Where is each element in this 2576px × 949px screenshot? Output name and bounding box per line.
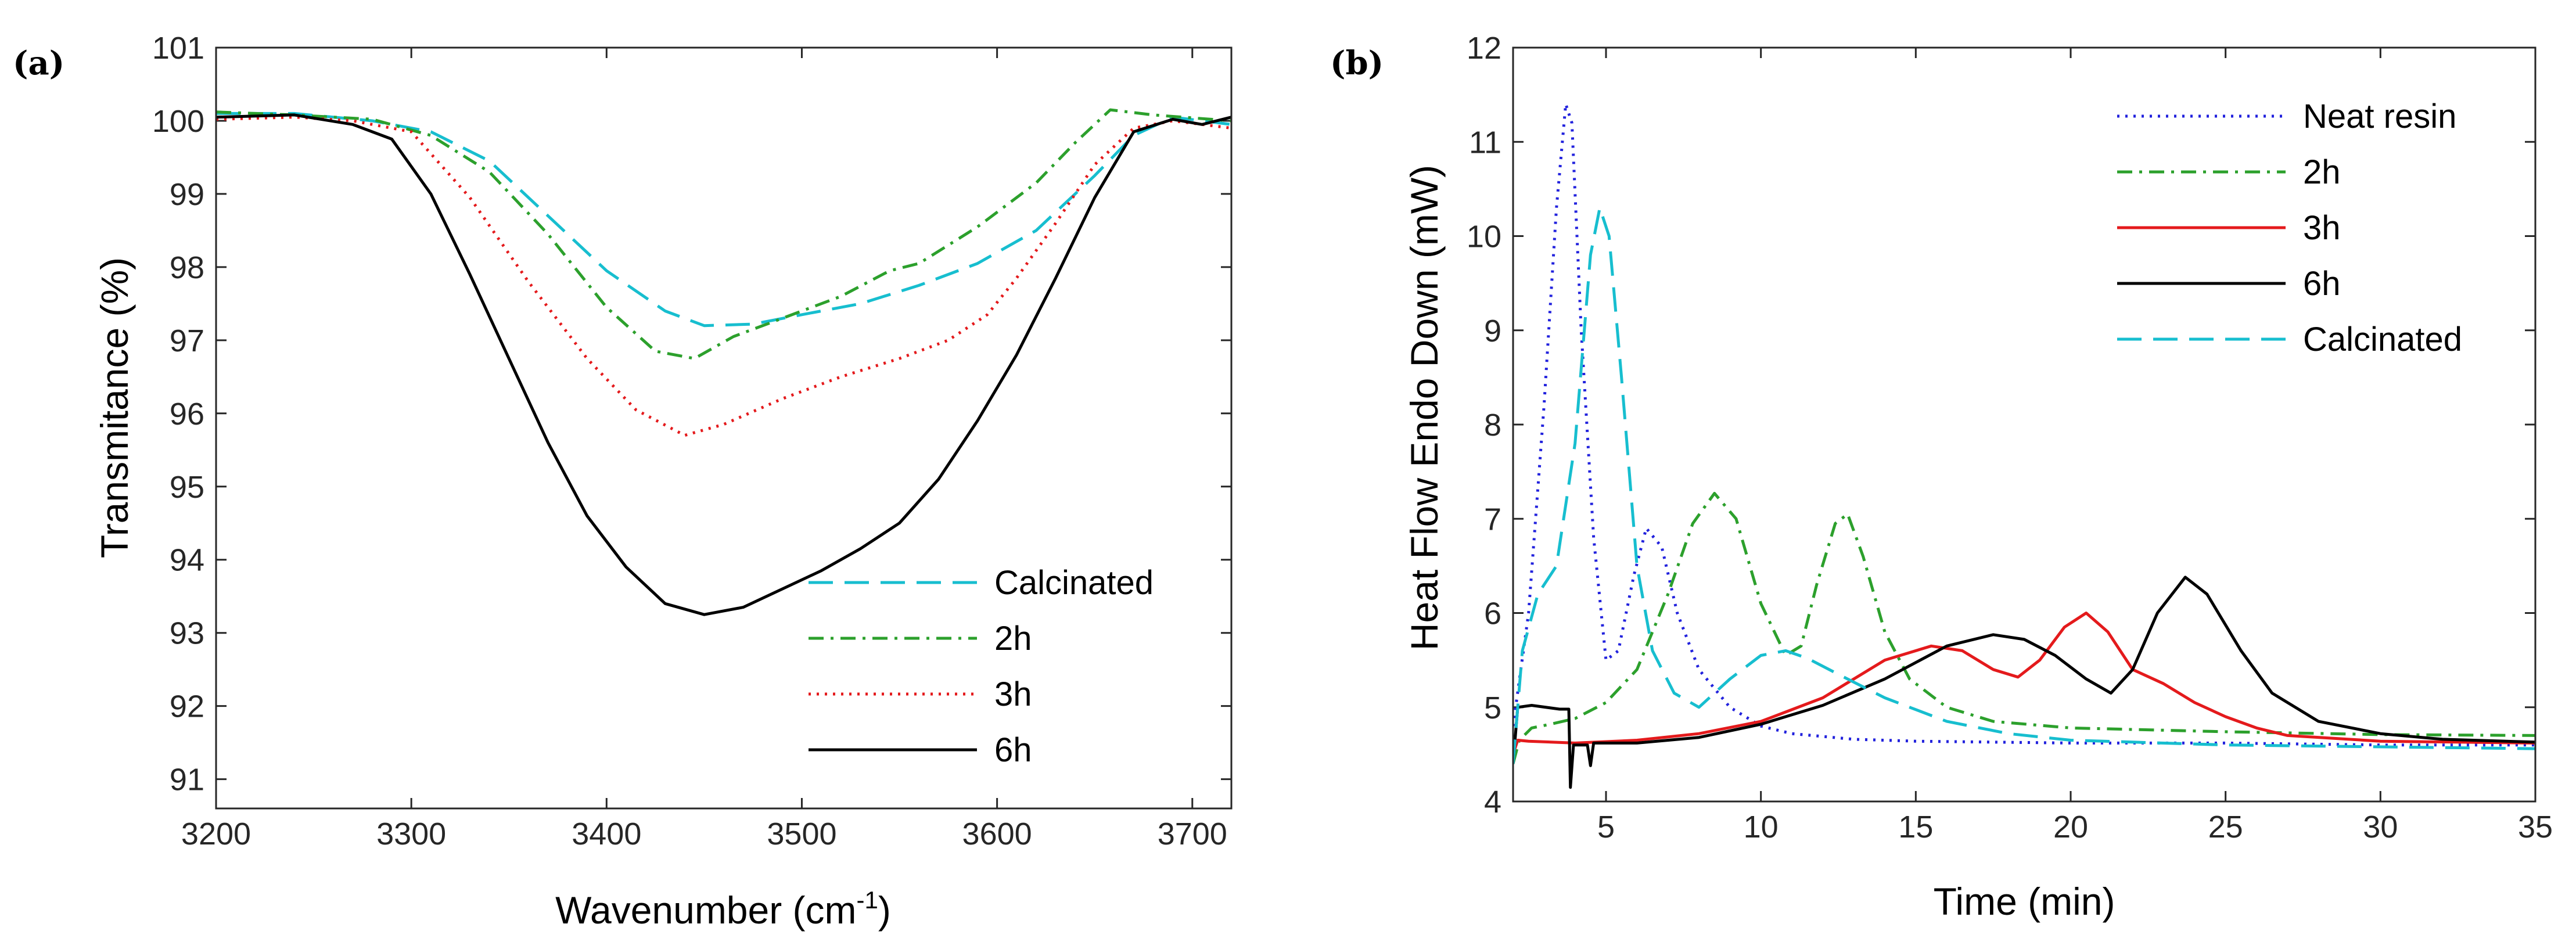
series-line-3h <box>216 116 1231 437</box>
panel-a-ticks: 3200 3300 3400 3500 3600 3700 91 92 93 94 95 96 97 98… <box>152 31 1231 851</box>
panel-a-xlabel-end: ) <box>878 889 891 932</box>
y-tick-label: 98 <box>170 250 204 285</box>
panel-b-axes-box <box>1512 46 2537 803</box>
y-tick-label: 7 <box>1484 502 1501 537</box>
x-tick-label: 10 <box>1744 810 1779 844</box>
series-line-6h <box>1513 576 2535 789</box>
series-line-2h <box>216 108 1231 360</box>
panel-a-series <box>216 108 1231 616</box>
series-line-6h <box>216 113 1231 616</box>
legend-label: Calcinated <box>2303 321 2462 358</box>
panel-a-legend: Calcinated 2h 3h 6h <box>809 564 1154 769</box>
y-tick-label: 95 <box>170 470 204 505</box>
legend-label: Neat resin <box>2303 98 2456 135</box>
x-tick-label: 20 <box>2053 810 2088 844</box>
panel-b-legend: Neat resin 2h 3h 6h Calcinated <box>2117 98 2462 358</box>
panel-a-axes-box <box>215 46 1233 810</box>
y-tick-label: 91 <box>170 763 204 797</box>
y-tick-label: 9 <box>1484 314 1501 348</box>
y-tick-label: 8 <box>1484 408 1501 443</box>
panel-b-xlabel: Time (min) <box>1934 880 2115 923</box>
panel-a: (a) Transmitance (%) Wavenumber (cm-1) 3… <box>13 31 1233 932</box>
panel-a-xlabel-main: Wavenumber (cm <box>555 889 856 932</box>
y-tick-label: 99 <box>170 177 204 212</box>
y-tick-label: 4 <box>1484 785 1501 819</box>
series-line-calcinated <box>216 112 1231 328</box>
legend-label: 6h <box>2303 265 2341 303</box>
panel-a-label: (a) <box>13 44 64 82</box>
x-tick-label: 3600 <box>962 817 1032 851</box>
panel-a-xlabel: Wavenumber (cm-1) <box>555 886 891 932</box>
y-tick-label: 12 <box>1467 31 1501 66</box>
x-tick-label: 3300 <box>376 817 446 851</box>
series-line-2h <box>1513 491 2535 764</box>
y-tick-label: 11 <box>1469 125 1501 160</box>
x-tick-label: 15 <box>1898 810 1933 844</box>
panel-a-ylabel: Transmitance (%) <box>93 257 136 558</box>
legend-label: 3h <box>2303 209 2341 247</box>
x-tick-label: 30 <box>2363 810 2398 844</box>
panel-b-ylabel: Heat Flow Endo Down (mW) <box>1403 165 1446 650</box>
panel-a-xlabel-superscript: -1 <box>857 886 878 914</box>
y-tick-label: 100 <box>152 104 204 139</box>
y-tick-label: 97 <box>170 323 204 358</box>
x-tick-label: 35 <box>2518 810 2553 844</box>
x-tick-label: 3500 <box>767 817 836 851</box>
x-tick-label: 3700 <box>1158 817 1227 851</box>
series-line-neat-resin <box>1513 102 2535 747</box>
x-tick-label: 3200 <box>181 817 251 851</box>
legend-label: 6h <box>994 731 1032 769</box>
y-tick-label: 6 <box>1484 596 1501 631</box>
y-tick-label: 92 <box>170 689 204 724</box>
y-tick-label: 5 <box>1484 691 1501 725</box>
legend-label: 3h <box>994 675 1032 713</box>
y-tick-label: 96 <box>170 397 204 432</box>
series-line-3h <box>1513 612 2535 755</box>
y-tick-label: 101 <box>152 31 204 66</box>
legend-label: 2h <box>994 620 1032 657</box>
panel-b-ticks: 5 10 15 20 25 30 35 4 5 6 7 8 9 10 11 12 <box>1467 31 2553 844</box>
series-line-calcinated <box>1513 206 2535 764</box>
panel-b-label: (b) <box>1330 44 1384 82</box>
legend-label: Calcinated <box>994 564 1154 602</box>
x-tick-label: 3400 <box>572 817 641 851</box>
panel-b: (b) Heat Flow Endo Down (mW) Time (min) … <box>1330 31 2553 923</box>
y-tick-label: 10 <box>1467 220 1501 254</box>
legend-label: 2h <box>2303 153 2341 191</box>
x-tick-label: 25 <box>2208 810 2243 844</box>
panel-b-series <box>1513 102 2535 789</box>
y-tick-label: 93 <box>170 616 204 651</box>
x-tick-label: 5 <box>1597 810 1615 844</box>
y-tick-label: 94 <box>170 543 204 578</box>
